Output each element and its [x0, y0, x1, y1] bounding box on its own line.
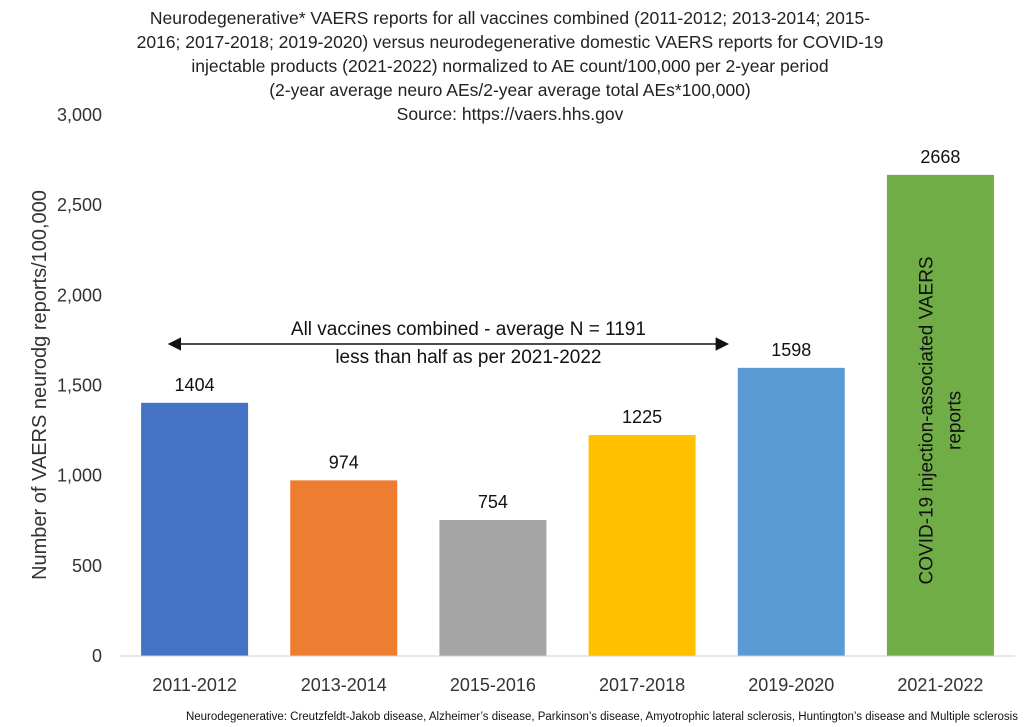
data-label: 754 — [478, 492, 508, 512]
data-label: 1404 — [175, 375, 215, 395]
y-tick-label: 500 — [72, 556, 102, 576]
annotation-text: less than half as per 2021-2022 — [335, 347, 601, 368]
annotation-text: All vaccines combined - average N = 1191 — [291, 319, 646, 340]
bar-annotation: COVID-19 injection-associated VAERS repor… — [916, 256, 965, 584]
x-tick-label: 2021-2022 — [897, 675, 983, 695]
y-tick-label: 2,500 — [57, 195, 102, 215]
bar-2017-2018 — [588, 435, 696, 656]
y-tick-label: 3,000 — [57, 105, 102, 125]
chart-title-line: (2-year average neuro AEs/2-year average… — [269, 80, 751, 100]
y-tick-label: 1,000 — [57, 466, 102, 486]
x-tick-label: 2019-2020 — [748, 675, 834, 695]
x-tick-label: 2013-2014 — [301, 675, 387, 695]
y-tick-label: 1,500 — [57, 376, 102, 396]
chart-title-line: injectable products (2021-2022) normaliz… — [191, 56, 829, 76]
chart-title-line: Source: https://vaers.hhs.gov — [396, 104, 624, 124]
bar-annotation-text: COVID-19 injection-associated VAERS — [916, 256, 937, 584]
chart-title-line: Neurodegenerative* VAERS reports for all… — [149, 8, 871, 28]
y-axis-label: Number of VAERS neurodg reports/100,000 — [29, 190, 51, 580]
y-tick-label: 2,000 — [57, 285, 102, 305]
x-tick-label: 2017-2018 — [599, 675, 685, 695]
data-label: 2668 — [920, 147, 960, 167]
chart-title: Neurodegenerative* VAERS reports for all… — [70, 6, 950, 126]
bar-2011-2012 — [141, 402, 249, 656]
data-label: 1598 — [771, 340, 811, 360]
data-label: 1225 — [622, 407, 662, 427]
x-tick-label: 2011-2012 — [152, 675, 237, 695]
bar-2019-2020 — [737, 367, 845, 656]
bar-annotation-text: reports — [944, 391, 965, 450]
y-tick-label: 0 — [92, 646, 102, 666]
data-label: 974 — [329, 452, 359, 472]
chart-title-line: 2016; 2017-2018; 2019-2020) versus neuro… — [136, 32, 884, 52]
footnote: Neurodegenerative: Creutzfeldt-Jakob dis… — [185, 711, 1018, 723]
bar-2013-2014 — [290, 480, 398, 656]
x-tick-label: 2015-2016 — [450, 675, 536, 695]
bar-2021-2022 — [886, 174, 994, 656]
bar-2015-2016 — [439, 520, 547, 656]
arrow-annotation: All vaccines combined - average N = 1191… — [167, 319, 730, 368]
